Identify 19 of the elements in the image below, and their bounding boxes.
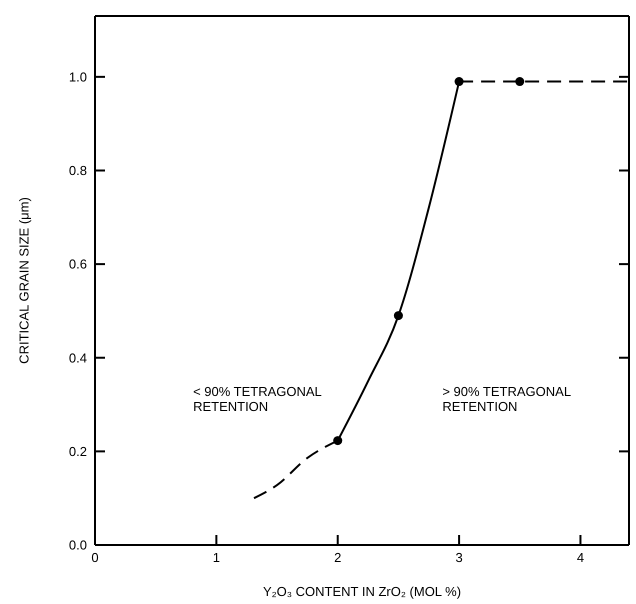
x-tick-label: 4	[576, 550, 584, 566]
point	[394, 311, 403, 320]
y-tick-label: 0.8	[68, 163, 87, 178]
annotation: < 90% TETRAGONAL RETENTION	[193, 384, 322, 414]
x-tick-label: 1	[212, 550, 220, 566]
x-tick-label: 2	[334, 550, 342, 566]
y-axis-title: CRITICAL GRAIN SIZE (μm)	[16, 197, 32, 364]
x-axis-title: Y₂O₃ CONTENT IN ZrO₂ (MOL %)	[262, 584, 462, 599]
x-tick-label: 0	[91, 550, 99, 566]
y-tick-label: 0.4	[68, 350, 87, 366]
y-tick-label: 0.2	[68, 444, 87, 459]
y-tick-label: 0.0	[68, 538, 87, 553]
x-tick-label: 3	[455, 550, 463, 566]
point	[454, 77, 464, 86]
y-tick-label: 0.6	[68, 256, 87, 272]
annotation: > 90% TETRAGONAL RETENTION	[442, 384, 572, 414]
y-tick-label: 1.0	[68, 69, 87, 84]
point	[333, 436, 342, 446]
point	[515, 77, 524, 86]
